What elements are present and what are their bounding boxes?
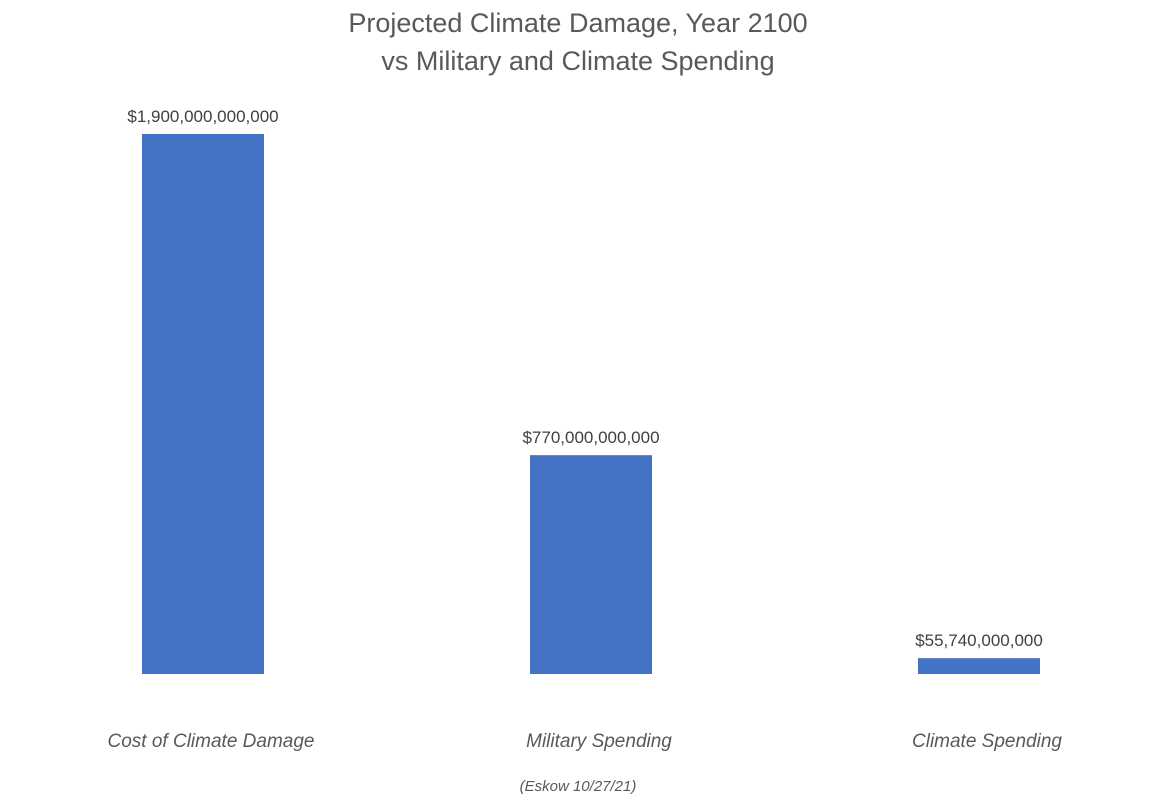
data-label-3: $55,740,000,000 [915, 631, 1043, 650]
data-label-2: $770,000,000,000 [522, 428, 659, 447]
chart-footnote: (Eskow 10/27/21) [519, 778, 637, 795]
data-label-1: $1,900,000,000,000 [127, 107, 278, 126]
chart-subtitle: vs Military and Climate Spending [381, 46, 775, 76]
category-label-1: Cost of Climate Damage [108, 731, 315, 752]
category-label-3: Climate Spending [912, 731, 1062, 752]
bar-2 [530, 455, 652, 674]
bar-1 [142, 134, 264, 674]
chart-title: Projected Climate Damage, Year 2100 [348, 8, 808, 38]
category-label-2: Military Spending [526, 731, 672, 752]
bar-3 [918, 658, 1040, 674]
